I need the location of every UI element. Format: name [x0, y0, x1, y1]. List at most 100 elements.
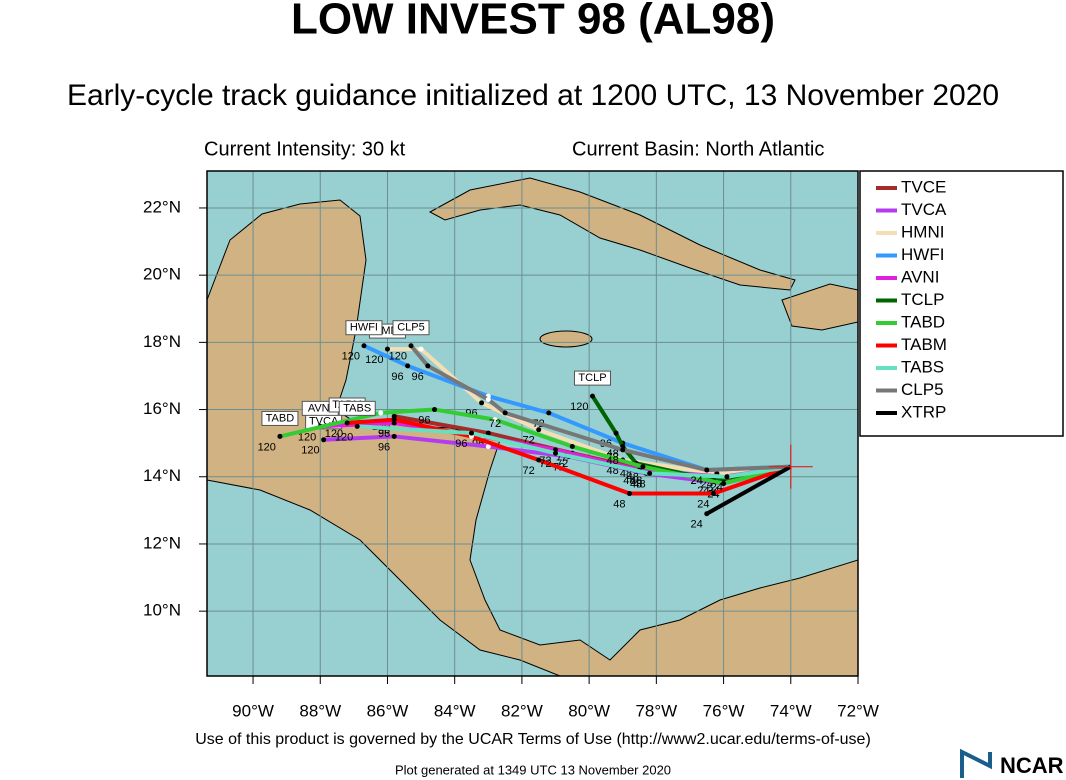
legend-label: AVNI [901, 267, 939, 286]
track-point [536, 457, 542, 463]
track-point [613, 430, 619, 436]
track-point [354, 423, 360, 429]
tracks: 2448729612024487296120TVCA24487296120HMN… [258, 320, 813, 531]
hour-label: 96 [378, 428, 390, 440]
track-point [321, 437, 327, 443]
logo: NCAR [1000, 753, 1064, 778]
hour-label: 48 [613, 498, 625, 510]
x-tick-label: 76°W [703, 701, 745, 720]
y-tick-label: 14°N [143, 466, 181, 485]
subtitle: Early-cycle track guidance initialized a… [67, 79, 999, 112]
track-point [378, 410, 384, 416]
x-tick-label: 72°W [837, 701, 879, 720]
track-point [479, 400, 485, 406]
track-point [469, 430, 475, 436]
legend-label: XTRP [901, 402, 946, 421]
hour-label: 48 [620, 468, 632, 480]
track-point [405, 363, 411, 369]
y-tick-label: 16°N [143, 399, 181, 418]
track-point [384, 346, 390, 352]
model-box [573, 370, 611, 386]
model-label: TCLP [578, 372, 606, 384]
track [705, 464, 792, 516]
track-point [721, 480, 727, 486]
x-tick-label: 90°W [232, 701, 274, 720]
legend-label: TCLP [901, 290, 944, 309]
track-point [553, 450, 559, 456]
track-point [704, 467, 710, 473]
y-tick-label: 10°N [143, 601, 181, 620]
model-label: AVNI [308, 402, 333, 414]
track-point [589, 393, 595, 399]
track-point [425, 363, 431, 369]
x-tick-label: 88°W [299, 701, 341, 720]
jamaica [539, 330, 593, 348]
track-point [546, 410, 552, 416]
model-box [338, 400, 376, 416]
track-point [640, 464, 646, 470]
hour-label: 48 [633, 478, 645, 490]
hour-label: 24 [691, 475, 703, 487]
basin: Current Basin: North Atlantic [572, 138, 824, 160]
track-point [485, 396, 491, 402]
hour-label: 120 [342, 351, 360, 363]
x-tick-label: 82°W [501, 701, 543, 720]
track-point [361, 343, 367, 349]
model-box [345, 320, 383, 336]
hour-label: 48 [623, 475, 635, 487]
legend-label: HWFI [901, 245, 944, 264]
model-label: CLP5 [397, 322, 425, 334]
y-tick-label: 22°N [143, 197, 181, 216]
hour-label: 120 [325, 428, 343, 440]
track-point [432, 407, 438, 413]
hour-label: 96 [391, 371, 403, 383]
track-point [710, 491, 716, 497]
x-tick-label: 86°W [367, 701, 409, 720]
track [279, 407, 792, 486]
hour-label: 96 [418, 414, 430, 426]
x-tick-label: 84°W [434, 701, 476, 720]
x-tick-label: 80°W [568, 701, 610, 720]
track-point [391, 417, 397, 423]
track-point [277, 433, 283, 439]
hour-label: 48 [630, 478, 642, 490]
hour-label: 24 [691, 519, 703, 531]
hour-label: 96 [378, 441, 390, 453]
x-tick-label: 74°W [770, 701, 812, 720]
track-point [492, 417, 498, 423]
generated: Plot generated at 1349 UTC 13 November 2… [395, 762, 671, 777]
legend-label: TABM [901, 335, 947, 354]
legend-label: TVCE [901, 177, 946, 196]
hour-label: 96 [455, 438, 467, 450]
y-tick-label: 18°N [143, 332, 181, 351]
hour-label: 120 [301, 445, 319, 457]
track-point [485, 430, 491, 436]
model-box [392, 320, 430, 336]
hour-label: 120 [298, 431, 316, 443]
track-point [344, 420, 350, 426]
hour-label: 120 [389, 351, 407, 363]
track-point [704, 511, 710, 517]
track-point [391, 433, 397, 439]
hour-label: 72 [522, 465, 534, 477]
hour-label: 48 [630, 475, 642, 487]
y-tick-label: 12°N [143, 533, 181, 552]
legend-label: TABS [901, 357, 944, 376]
legend-label: TVCA [901, 200, 947, 219]
logo-mark [960, 748, 992, 778]
track-point [569, 444, 575, 450]
hour-label: 120 [570, 401, 588, 413]
hour-label: 120 [335, 431, 353, 443]
hour-label: 48 [627, 472, 639, 484]
hour-label: 24 [711, 482, 723, 494]
track-point [502, 410, 508, 416]
legend-label: TABD [901, 312, 945, 331]
hour-label: 120 [258, 441, 276, 453]
model-label: HWFI [350, 322, 378, 334]
cuba [428, 177, 796, 291]
legend-label: HMNI [901, 222, 944, 241]
legend-label: CLP5 [901, 380, 944, 399]
hour-label: 24 [697, 498, 709, 510]
x-tick-label: 78°W [635, 701, 677, 720]
track-point [536, 427, 542, 433]
